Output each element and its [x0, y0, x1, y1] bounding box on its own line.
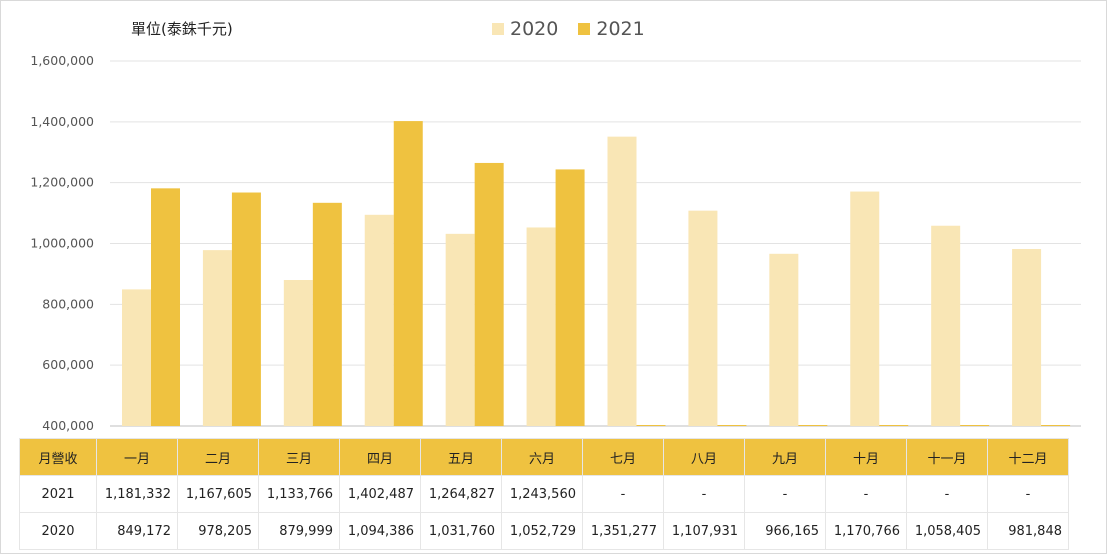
table-cell: 1,031,760 — [420, 512, 502, 550]
bar-2020-九月 — [769, 253, 799, 426]
revenue-table: 月營收 一月 二月 三月 四月 五月 六月 七月 八月 九月 十月 十一月 十二月 2021 1,181,… — [19, 438, 1069, 550]
y-tick-label: 600,000 — [42, 357, 94, 372]
y-tick-label: 1,400,000 — [30, 114, 94, 129]
bar-2020-八月 — [688, 210, 718, 426]
table-row: 2021 1,181,332 1,167,605 1,133,766 1,402,487… — [19, 475, 1069, 513]
table-cell: 1,264,827 — [420, 475, 502, 513]
table-row-label: 2020 — [19, 512, 97, 550]
table-cell: 1,402,487 — [339, 475, 421, 513]
table-header-row: 月營收 一月 二月 三月 四月 五月 六月 七月 八月 九月 十月 十一月 十二月 — [19, 438, 1069, 476]
bar-2020-五月 — [445, 233, 475, 426]
table-cell: 1,243,560 — [501, 475, 583, 513]
bar-2021-七月 — [636, 425, 666, 426]
table-row: 2020 849,172 978,205 879,999 1,094,386 1,031,… — [19, 512, 1069, 550]
table-header-month: 一月 — [96, 438, 178, 476]
table-header-label: 月營收 — [19, 438, 97, 476]
table-header-month: 十一月 — [906, 438, 988, 476]
bar-2020-十月 — [850, 191, 880, 426]
table-cell: 1,181,332 — [96, 475, 178, 513]
bar-2020-六月 — [526, 227, 556, 426]
table-header-month: 五月 — [420, 438, 502, 476]
table-cell: 1,133,766 — [258, 475, 340, 513]
table-cell: - — [582, 475, 664, 513]
table-header-month: 三月 — [258, 438, 340, 476]
unit-label: 單位(泰銖千元) — [131, 20, 233, 38]
bar-2021-二月 — [231, 192, 261, 426]
bar-2020-七月 — [607, 136, 637, 426]
y-tick-label: 1,200,000 — [30, 175, 94, 190]
table-header-month: 九月 — [744, 438, 826, 476]
table-header-month: 七月 — [582, 438, 664, 476]
bar-2021-十二月 — [1041, 425, 1071, 426]
table-cell: 966,165 — [744, 512, 826, 550]
bar-2021-八月 — [717, 425, 747, 426]
table-cell: - — [906, 475, 988, 513]
legend-swatch-2020 — [492, 23, 504, 35]
y-tick-label: 800,000 — [42, 296, 94, 311]
bar-2021-九月 — [798, 425, 828, 426]
bar-2020-三月 — [283, 280, 313, 426]
legend-label-2020: 2020 — [510, 18, 559, 40]
y-tick-label: 400,000 — [42, 418, 94, 433]
y-tick-label: 1,000,000 — [30, 236, 94, 251]
table-header-month: 四月 — [339, 438, 421, 476]
table-header-month: 二月 — [177, 438, 259, 476]
table-header-month: 十二月 — [987, 438, 1069, 476]
legend-item-2020: 2020 — [492, 18, 558, 40]
legend-label-2021: 2021 — [596, 18, 645, 40]
y-tick-label: 1,600,000 — [30, 53, 94, 68]
table-cell: 981,848 — [987, 512, 1069, 550]
bar-2020-二月 — [202, 250, 232, 426]
table-cell: 1,094,386 — [339, 512, 421, 550]
table-cell: 978,205 — [177, 512, 259, 550]
table-cell: 1,167,605 — [177, 475, 259, 513]
table-cell: - — [744, 475, 826, 513]
table-cell: 1,170,766 — [825, 512, 907, 550]
table-header-month: 十月 — [825, 438, 907, 476]
bar-chart: 400,000 600,000 800,000 1,000,000 1,200,000 1… — [30, 53, 1081, 433]
legend-swatch-2021 — [578, 23, 591, 35]
table-header-month: 八月 — [663, 438, 745, 476]
legend: 2020 2021 — [492, 18, 665, 40]
table-header-month: 六月 — [501, 438, 583, 476]
bar-2021-六月 — [555, 169, 585, 426]
table-cell: 1,052,729 — [501, 512, 583, 550]
table-row-label: 2021 — [19, 475, 97, 513]
table-cell: 1,107,931 — [663, 512, 745, 550]
bar-2021-四月 — [393, 121, 423, 426]
table-cell: 1,351,277 — [582, 512, 664, 550]
bar-2021-十月 — [879, 425, 909, 426]
bar-2021-三月 — [312, 202, 342, 426]
bar-2021-一月 — [151, 188, 180, 426]
table-cell: 879,999 — [258, 512, 340, 550]
table-cell: - — [987, 475, 1069, 513]
table-cell: - — [825, 475, 907, 513]
bar-2021-十一月 — [960, 425, 990, 426]
bar-2020-十二月 — [1012, 249, 1042, 426]
table-cell: 1,058,405 — [906, 512, 988, 550]
table-cell: - — [663, 475, 745, 513]
legend-item-2021: 2021 — [578, 18, 645, 40]
bar-2020-四月 — [364, 214, 394, 426]
bar-2021-五月 — [474, 162, 504, 426]
bar-2020-一月 — [122, 289, 151, 426]
bar-2020-十一月 — [931, 225, 961, 426]
table-cell: 849,172 — [96, 512, 178, 550]
